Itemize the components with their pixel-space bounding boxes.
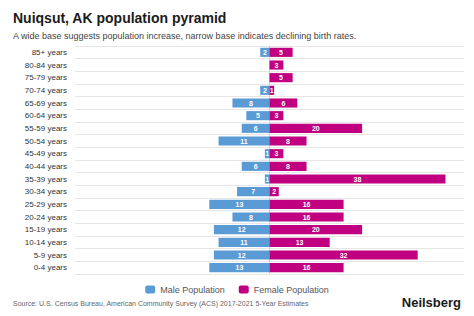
svg-text:13: 13 <box>236 264 244 271</box>
svg-text:6: 6 <box>254 163 258 170</box>
svg-text:2: 2 <box>263 49 267 56</box>
svg-text:Male Population: Male Population <box>160 285 225 295</box>
svg-text:8: 8 <box>249 100 253 107</box>
svg-text:1: 1 <box>270 87 274 94</box>
svg-text:8: 8 <box>286 163 290 170</box>
svg-text:65-69 years: 65-69 years <box>25 99 67 108</box>
svg-text:20: 20 <box>312 226 320 233</box>
svg-text:80-84 years: 80-84 years <box>25 61 67 70</box>
svg-text:70-74 years: 70-74 years <box>25 86 67 95</box>
svg-text:10-14 years: 10-14 years <box>25 238 67 247</box>
svg-text:25-29 years: 25-29 years <box>25 200 67 209</box>
svg-text:0-4 years: 0-4 years <box>34 263 67 272</box>
svg-text:13: 13 <box>236 201 244 208</box>
svg-text:16: 16 <box>303 264 311 271</box>
svg-text:85+ years: 85+ years <box>32 48 67 57</box>
svg-text:A wide base suggests populatio: A wide base suggests population increase… <box>13 31 356 41</box>
svg-text:15-19 years: 15-19 years <box>25 225 67 234</box>
svg-text:8: 8 <box>249 214 253 221</box>
svg-text:11: 11 <box>240 138 248 145</box>
svg-text:35-39 years: 35-39 years <box>25 175 67 184</box>
svg-text:13: 13 <box>296 239 304 246</box>
svg-text:5: 5 <box>279 49 283 56</box>
svg-text:1: 1 <box>265 176 269 183</box>
svg-text:Nuiqsut, AK population pyramid: Nuiqsut, AK population pyramid <box>13 10 226 26</box>
svg-text:Female Population: Female Population <box>254 285 329 295</box>
svg-text:32: 32 <box>340 252 348 259</box>
svg-text:60-64 years: 60-64 years <box>25 111 67 120</box>
svg-text:40-44 years: 40-44 years <box>25 162 67 171</box>
svg-text:8: 8 <box>286 138 290 145</box>
svg-text:5: 5 <box>279 74 283 81</box>
svg-text:16: 16 <box>303 214 311 221</box>
svg-text:55-59 years: 55-59 years <box>25 124 67 133</box>
svg-text:45-49 years: 45-49 years <box>25 149 67 158</box>
svg-text:3: 3 <box>274 62 278 69</box>
svg-text:38: 38 <box>354 176 362 183</box>
svg-text:Source: U.S. Census Bureau, Am: Source: U.S. Census Bureau, American Com… <box>13 300 309 308</box>
svg-text:75-79 years: 75-79 years <box>25 73 67 82</box>
svg-text:12: 12 <box>238 226 246 233</box>
svg-text:Neilsberg: Neilsberg <box>402 295 461 310</box>
svg-text:6: 6 <box>254 125 258 132</box>
svg-text:50-54 years: 50-54 years <box>25 137 67 146</box>
svg-text:5-9 years: 5-9 years <box>34 251 67 260</box>
svg-text:5: 5 <box>256 112 260 119</box>
svg-text:20: 20 <box>312 125 320 132</box>
svg-text:7: 7 <box>251 188 255 195</box>
svg-text:11: 11 <box>240 239 248 246</box>
svg-text:16: 16 <box>303 201 311 208</box>
svg-text:2: 2 <box>272 188 276 195</box>
svg-text:6: 6 <box>281 100 285 107</box>
svg-text:3: 3 <box>274 150 278 157</box>
svg-text:2: 2 <box>263 87 267 94</box>
svg-text:1: 1 <box>265 150 269 157</box>
svg-text:12: 12 <box>238 252 246 259</box>
svg-text:3: 3 <box>274 112 278 119</box>
svg-text:20-24 years: 20-24 years <box>25 213 67 222</box>
svg-text:30-34 years: 30-34 years <box>25 187 67 196</box>
